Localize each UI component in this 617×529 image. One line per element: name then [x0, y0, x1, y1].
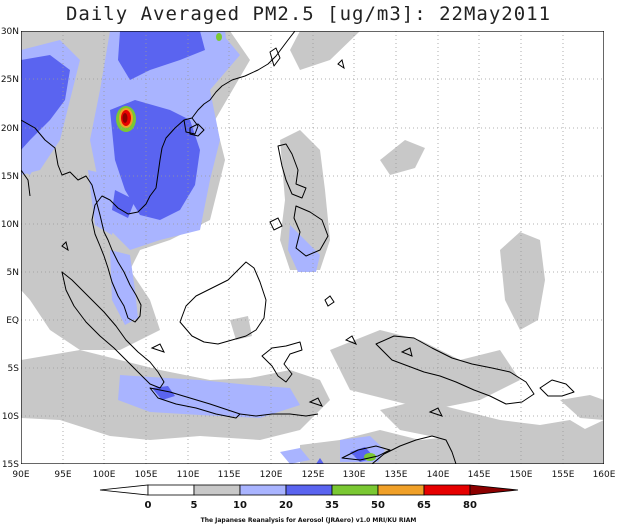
coastline-indian-coast [21, 169, 31, 197]
coastline-philippines-south [293, 205, 329, 257]
coastline-sulawesi [261, 341, 303, 383]
lat-label: 20N [1, 124, 19, 134]
map-plot-area [21, 31, 604, 464]
map-title: Daily Averaged PM2.5 [ug/m3]: 22May2011 [65, 3, 552, 25]
lon-label: 125E [302, 470, 325, 480]
coastline-timor [341, 445, 391, 461]
colorbar-segment-50-65 [377, 484, 425, 496]
colorbar-segment-above-80 [469, 484, 519, 496]
small-islands [61, 59, 443, 417]
colorbar-tick: 5 [191, 500, 198, 511]
colorbar-segment-10-20 [239, 484, 287, 496]
pm25-35-50-spot-timor [364, 453, 376, 461]
lat-label: 10N [1, 220, 19, 230]
lon-label: 150E [510, 470, 533, 480]
lon-label: 105E [135, 470, 158, 480]
lat-label: 5N [7, 268, 19, 278]
coastline-australia [371, 435, 457, 464]
coastline-lesser-sundas [239, 413, 319, 417]
lon-label: 155E [552, 470, 575, 480]
colorbar-tick: 0 [145, 500, 152, 511]
longitude-labels: 90E 95E 100E 105E 110E 115E 120E 125E 13… [12, 470, 615, 480]
lat-label: 25N [1, 75, 19, 85]
coastline-hainan [189, 123, 205, 137]
lon-label: 90E [12, 470, 29, 480]
coastline-borneo [179, 261, 267, 345]
lat-label: 30N [1, 27, 19, 37]
lon-label: 145E [468, 470, 491, 480]
lat-label: 10S [2, 412, 19, 422]
colorbar-segment-5-10 [193, 484, 241, 496]
lon-label: 120E [260, 470, 283, 480]
lat-label: EQ [6, 316, 19, 326]
lat-label: 15N [1, 172, 19, 182]
coastline-gulf-of-tonkin [183, 117, 199, 135]
lat-label: 15S [2, 460, 19, 470]
colorbar-tick: 35 [325, 500, 339, 511]
colorbar-segment-20-35 [285, 484, 333, 496]
colorbar: 0 5 10 20 35 50 65 80 [99, 484, 519, 511]
coastline-philippines-luzon [277, 143, 307, 199]
pm25-above-80-spot [122, 113, 128, 123]
coastline-taiwan [269, 47, 281, 67]
lon-label: 100E [93, 470, 116, 480]
colorbar-segment-0-5 [147, 484, 195, 496]
coastline-java [149, 387, 241, 419]
colorbar-tick: 50 [371, 500, 385, 511]
pm25-35-50-spot-north [216, 33, 222, 41]
lon-label: 130E [343, 470, 366, 480]
colorbar-tick: 65 [417, 500, 431, 511]
coastline-asia-mainland [21, 31, 296, 323]
lon-label: 95E [54, 470, 71, 480]
lat-label: 5S [8, 364, 20, 374]
lon-label: 135E [385, 470, 408, 480]
colorbar-tick: 80 [463, 500, 477, 511]
colorbar-segment-below-0 [99, 484, 149, 496]
colorbar-segment-65-80 [423, 484, 471, 496]
latitude-labels: 30N 25N 20N 15N 10N 5N EQ 5S 10S 15S [1, 27, 19, 470]
lon-label: 160E [593, 470, 616, 480]
lon-label: 110E [177, 470, 200, 480]
lon-label: 140E [427, 470, 450, 480]
coastline-sumatra [61, 271, 165, 389]
coastline-new-britain [539, 379, 575, 397]
colorbar-tick: 10 [233, 500, 247, 511]
colorbar-segment-35-50 [331, 484, 379, 496]
coastline-new-guinea [375, 335, 535, 405]
credit-text: The Japanese Reanalysis for Aerosol (JRA… [200, 517, 417, 524]
coastlines [21, 31, 575, 464]
lon-label: 115E [218, 470, 241, 480]
colorbar-tick: 20 [279, 500, 293, 511]
